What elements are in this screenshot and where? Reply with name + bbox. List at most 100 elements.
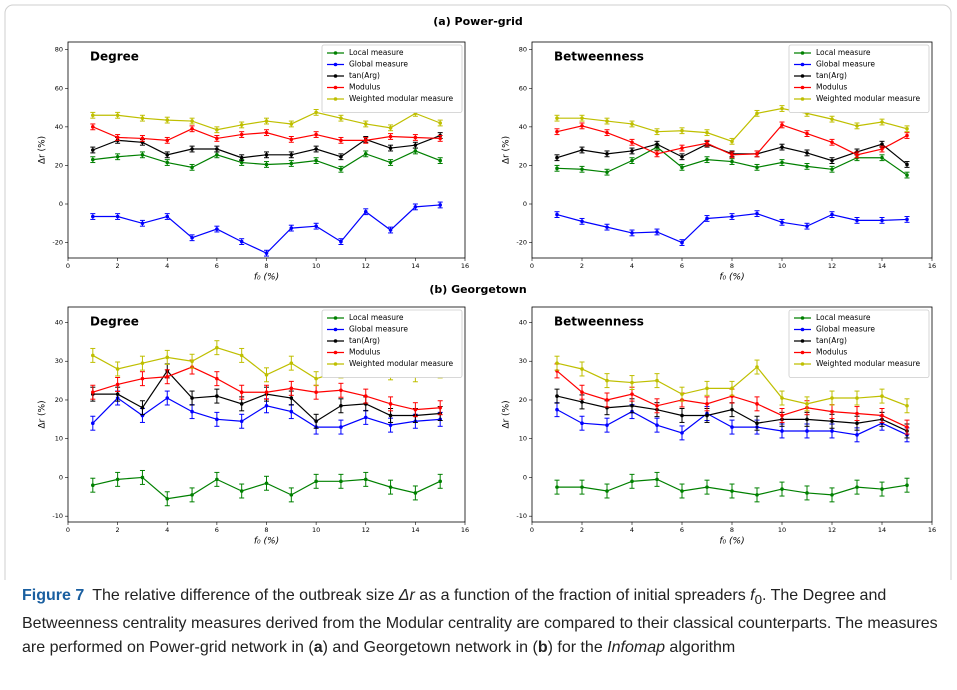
marker	[805, 491, 809, 495]
marker	[905, 162, 909, 167]
y-tick-label: -10	[516, 512, 527, 520]
marker	[680, 165, 684, 170]
legend-marker	[333, 350, 338, 355]
marker	[438, 479, 442, 484]
marker	[755, 493, 759, 497]
marker	[805, 224, 809, 228]
caption-text: Infomap	[607, 639, 665, 657]
marker	[855, 153, 859, 157]
marker	[880, 394, 884, 398]
marker	[91, 113, 95, 118]
marker	[555, 361, 559, 365]
marker	[413, 491, 418, 495]
x-axis-label: f₀ (%)	[254, 273, 279, 283]
marker	[580, 367, 584, 371]
marker	[905, 217, 909, 222]
marker	[289, 226, 294, 230]
x-tick-label: 2	[116, 262, 120, 270]
marker	[880, 147, 884, 151]
marker	[438, 158, 442, 163]
legend-box	[788, 44, 930, 113]
marker	[605, 130, 609, 135]
marker	[388, 160, 393, 165]
marker	[580, 124, 584, 128]
x-tick-label: 10	[312, 526, 320, 534]
marker	[705, 130, 709, 135]
marker	[605, 423, 609, 427]
legend-label: Weighted modular measure	[816, 359, 921, 368]
marker	[314, 479, 318, 484]
marker	[115, 113, 120, 118]
marker	[438, 203, 442, 207]
legend-marker	[800, 362, 805, 366]
marker	[630, 122, 634, 126]
y-tick-label: 0	[523, 200, 527, 208]
marker	[880, 413, 884, 418]
marker	[215, 147, 219, 151]
legend-label: Local measure	[816, 48, 871, 57]
marker	[239, 239, 244, 244]
marker	[264, 130, 269, 135]
marker	[830, 429, 834, 433]
x-tick-label: 16	[928, 262, 936, 270]
y-tick-label: 20	[519, 396, 527, 404]
legend-label: Weighted modular measure	[349, 94, 454, 103]
caption-label: Figure 7	[22, 587, 85, 604]
marker	[115, 392, 120, 396]
x-axis-label: f₀ (%)	[254, 537, 279, 547]
marker	[880, 155, 884, 160]
plot-area	[531, 306, 933, 523]
marker	[680, 146, 684, 150]
marker	[438, 121, 442, 125]
marker	[855, 421, 859, 426]
frame	[4, 4, 952, 580]
marker	[905, 403, 909, 408]
marker	[705, 413, 709, 418]
y-axis-label: Δr (%)	[38, 136, 48, 164]
x-tick-label: 6	[215, 526, 219, 534]
series-line	[92, 204, 441, 254]
marker	[289, 361, 294, 365]
marker	[755, 152, 759, 156]
marker	[264, 251, 269, 255]
marker	[388, 126, 393, 130]
marker	[830, 409, 834, 414]
annotation: Betweenness	[554, 50, 644, 64]
marker	[780, 220, 784, 225]
y-tick-label: 10	[55, 435, 63, 443]
x-tick-label: 14	[411, 526, 419, 534]
marker	[140, 136, 145, 141]
marker	[91, 353, 95, 358]
legend-label: Local measure	[349, 313, 404, 322]
marker	[289, 153, 294, 157]
y-tick-label: 40	[55, 123, 63, 131]
marker	[755, 421, 759, 426]
x-tick-label: 6	[215, 262, 219, 270]
legend-marker	[333, 85, 338, 90]
marker	[580, 167, 584, 172]
marker	[289, 396, 294, 400]
y-tick-label: -20	[52, 239, 63, 247]
marker	[91, 157, 95, 162]
marker	[905, 425, 909, 429]
x-tick-label: 8	[730, 262, 734, 270]
x-tick-label: 6	[680, 262, 684, 270]
x-tick-label: 16	[461, 526, 469, 534]
legend-label: Modulus	[349, 348, 380, 357]
legend-label: Local measure	[349, 48, 404, 57]
marker	[655, 378, 659, 383]
marker	[314, 147, 318, 151]
marker	[655, 129, 659, 134]
marker	[580, 421, 584, 426]
marker	[140, 376, 145, 381]
marker	[264, 153, 269, 157]
marker	[289, 409, 294, 414]
y-tick-label: 60	[519, 84, 527, 92]
marker	[190, 493, 194, 497]
legend-label: Local measure	[816, 313, 871, 322]
legend-label: Modulus	[816, 83, 847, 92]
x-tick-label: 12	[362, 262, 370, 270]
marker	[755, 165, 759, 170]
marker	[115, 214, 120, 219]
y-tick-label: 20	[519, 161, 527, 169]
